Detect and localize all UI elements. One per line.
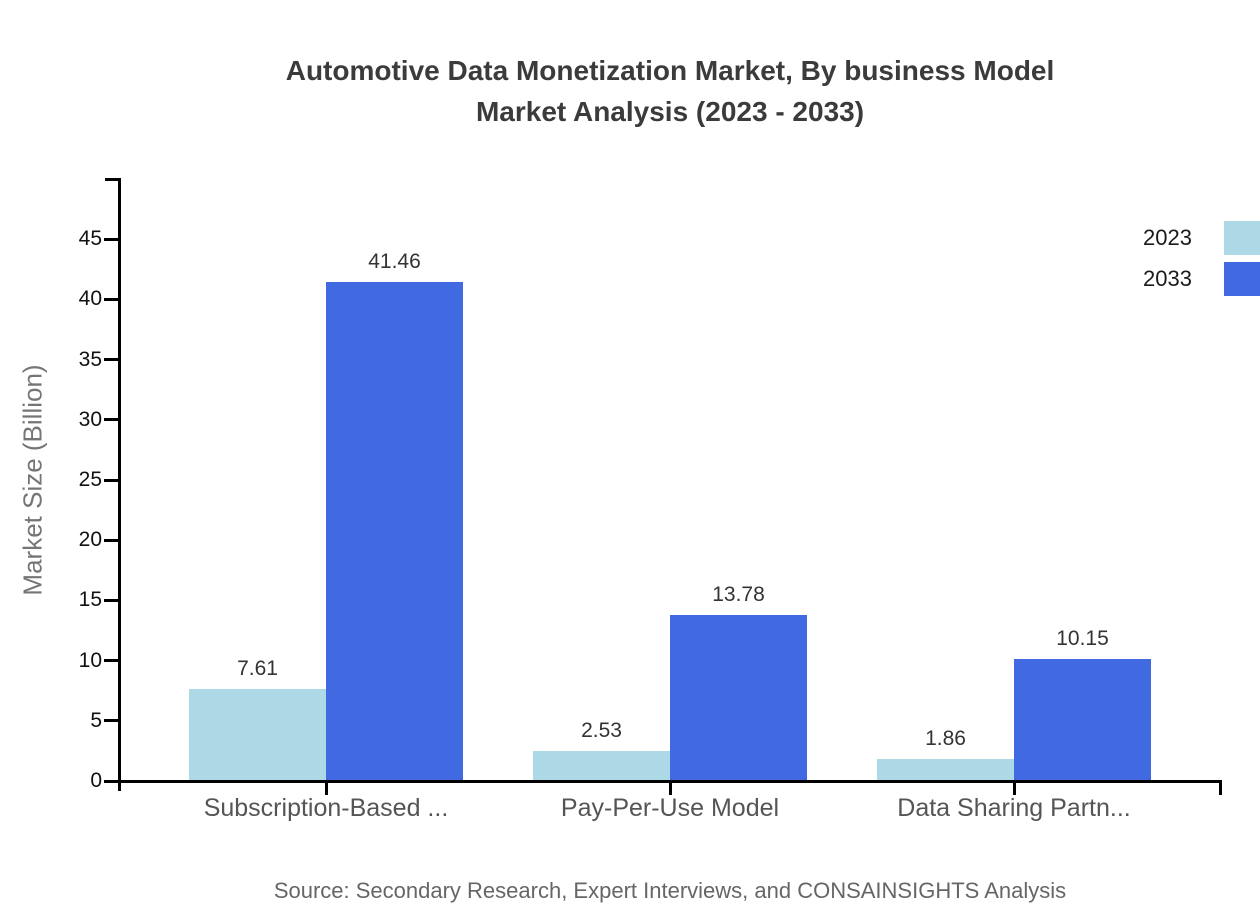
y-tick-label: 35 — [78, 347, 102, 371]
legend-item-2023: 2023 — [1143, 221, 1260, 255]
legend-swatch-2023 — [1224, 221, 1260, 255]
y-axis-spine — [118, 178, 121, 791]
y-tick-label: 10 — [78, 648, 102, 672]
category-label: Pay-Per-Use Model — [560, 794, 780, 822]
y-tick — [104, 659, 118, 663]
source-note: Source: Secondary Research, Expert Inter… — [273, 878, 1067, 903]
bar-2023 — [877, 758, 1014, 781]
category-label: Data Sharing Partn... — [897, 794, 1131, 822]
legend-item-2033: 2033 — [1143, 262, 1260, 296]
bar-2033 — [670, 615, 807, 781]
value-label: 41.46 — [368, 249, 421, 273]
bar-2023 — [533, 750, 670, 781]
y-tick-label: 15 — [78, 588, 102, 612]
category-label: Subscription-Based ... — [203, 794, 449, 822]
y-tick — [104, 297, 118, 301]
y-tick-label: 20 — [78, 528, 102, 552]
y-tick — [104, 779, 118, 783]
category-tick — [1012, 780, 1016, 795]
y-tick — [104, 598, 118, 602]
y-tick-label: 45 — [78, 227, 102, 251]
y-tick-label: 25 — [78, 468, 102, 491]
chart-title-line1: Automotive Data Monetization Market, By … — [285, 55, 1055, 86]
category-tick — [668, 780, 672, 795]
legend-swatch-2033 — [1224, 262, 1260, 296]
y-tick-label: 40 — [78, 287, 102, 311]
category-tick — [324, 780, 328, 795]
bar-2033 — [326, 281, 463, 781]
y-tick — [104, 358, 118, 362]
legend-label: 2023 — [1143, 225, 1192, 250]
y-tick — [104, 719, 118, 723]
chart-title: Automotive Data Monetization Market, By … — [118, 50, 1222, 132]
y-tick-label: 30 — [78, 407, 102, 431]
legend: 2023 2033 — [1143, 221, 1260, 303]
legend-label: 2033 — [1143, 266, 1192, 291]
y-tick — [104, 237, 118, 241]
y-tick-label: 5 — [90, 708, 102, 732]
value-label: 10.15 — [1056, 626, 1109, 650]
bar-2023 — [189, 689, 326, 781]
x-axis-end-tick — [1219, 780, 1222, 795]
y-tick — [104, 418, 118, 422]
value-label: 2.53 — [581, 718, 622, 742]
value-label: 13.78 — [712, 583, 765, 607]
y-tick — [104, 478, 118, 482]
value-label: 7.61 — [237, 657, 278, 681]
y-tick-label: 0 — [90, 769, 102, 792]
bar-2033 — [1014, 658, 1151, 781]
y-axis-top-cap — [105, 178, 121, 181]
chart-title-line2: Market Analysis (2023 - 2033) — [475, 96, 865, 127]
value-label: 1.86 — [925, 726, 966, 750]
y-tick — [104, 538, 118, 542]
